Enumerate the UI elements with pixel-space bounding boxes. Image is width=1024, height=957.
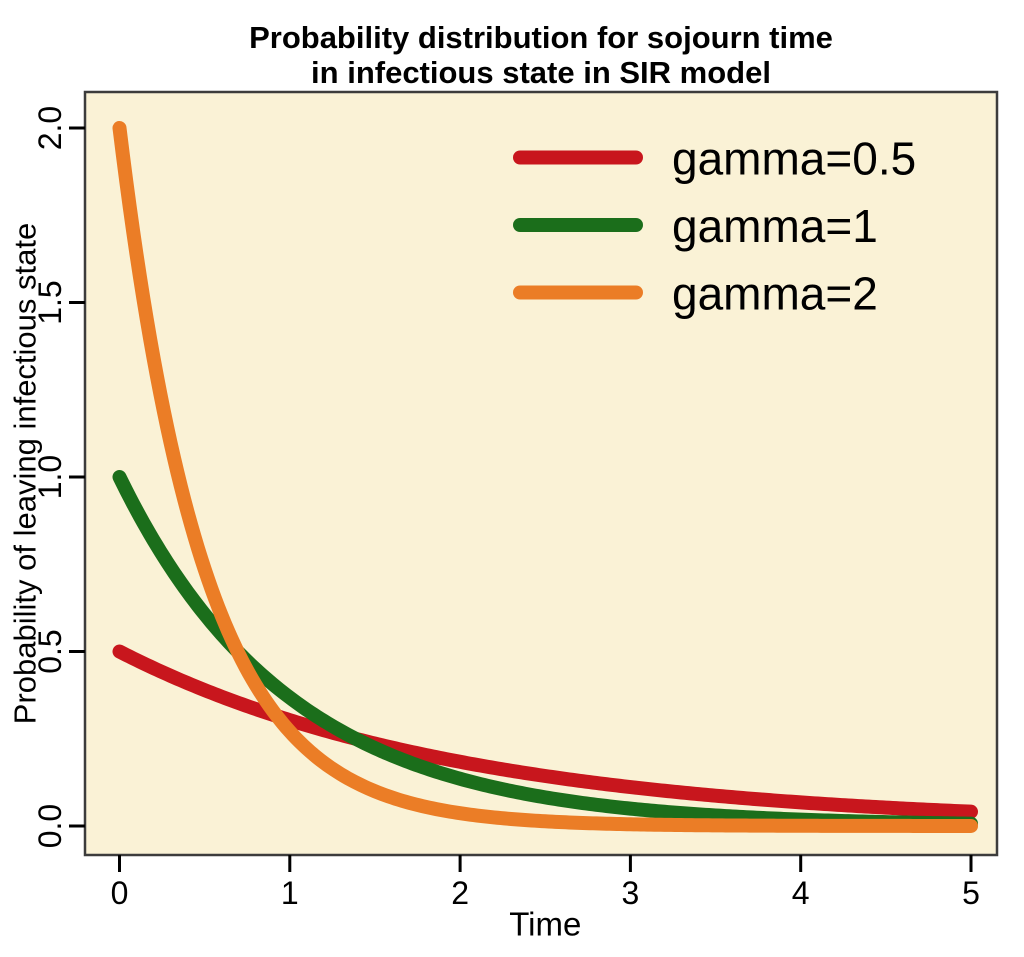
x-tick-label: 2 <box>451 875 469 911</box>
x-tick-label: 0 <box>111 875 129 911</box>
legend-label-gamma-2: gamma=2 <box>672 268 878 320</box>
curve-gamma-2 <box>112 121 978 833</box>
legend-label-gamma-1: gamma=1 <box>672 200 878 252</box>
legend-label-gamma-0.5: gamma=0.5 <box>672 133 916 185</box>
y-tick-label: 1.5 <box>32 280 68 324</box>
chart-title-line2: in infectious state in SIR model <box>311 55 771 90</box>
x-axis-title: Time <box>509 906 581 943</box>
x-tick-label: 5 <box>962 875 980 911</box>
chart-title-line1: Probability distribution for sojourn tim… <box>249 20 833 55</box>
chart-title: Probability distribution for sojourn tim… <box>85 20 997 90</box>
y-tick-label: 2.0 <box>32 106 68 150</box>
curve-gamma-0.5 <box>112 644 978 819</box>
x-tick-label: 1 <box>281 875 299 911</box>
x-tick-label: 4 <box>792 875 810 911</box>
plot-border <box>83 90 999 857</box>
y-tick-label: 1.0 <box>32 455 68 499</box>
y-tick-label: 0.0 <box>32 804 68 848</box>
y-tick-label: 0.5 <box>32 629 68 673</box>
y-axis-title: Probability of leaving infectious state <box>8 223 43 724</box>
x-tick-label: 3 <box>622 875 640 911</box>
